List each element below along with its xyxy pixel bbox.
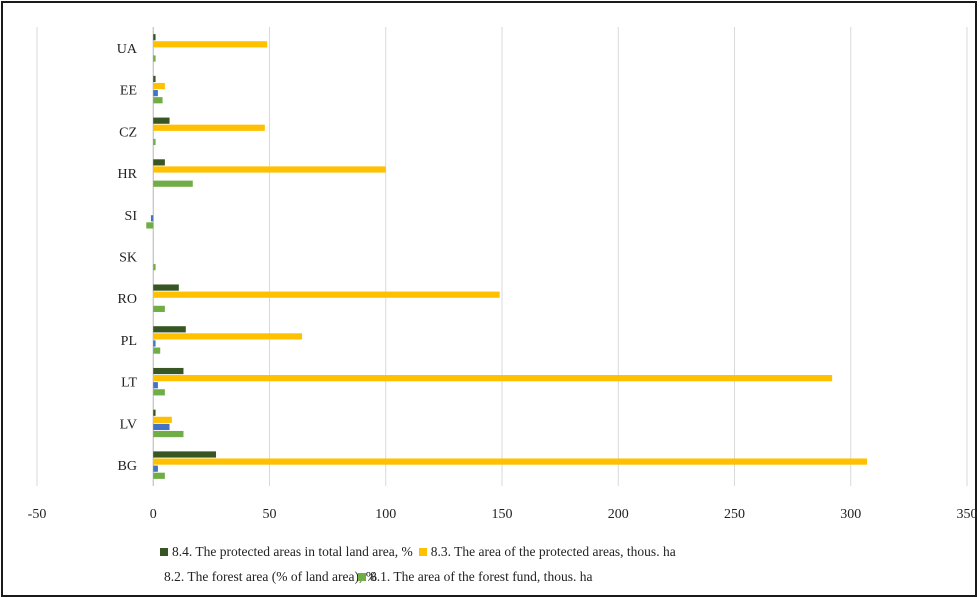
x-tick-label: 200 [608, 507, 629, 522]
bar-ro-series-1 [153, 284, 179, 291]
bar-hr-series-2 [153, 166, 386, 173]
bar-ua-series-2 [153, 41, 268, 48]
category-label: EE [120, 84, 137, 99]
bar-cz-series-4 [153, 138, 156, 146]
legend-label: 8.1. The area of the forest fund, thous.… [370, 569, 593, 584]
x-tick-label: 300 [840, 507, 861, 522]
gridlines [36, 27, 968, 486]
x-tick-label: 250 [724, 507, 745, 522]
x-tick-label: 350 [957, 507, 978, 522]
category-label: SI [125, 209, 138, 224]
bar-ro-series-4 [153, 305, 165, 312]
bar-si-series-3 [150, 215, 154, 222]
legend-label: 8.3. The area of the protected areas, th… [430, 544, 676, 559]
bar-hr-series-1 [153, 159, 165, 166]
category-label: SK [119, 251, 137, 266]
bar-ua-series-4 [153, 55, 156, 62]
bar-bg-series-1 [153, 451, 217, 458]
bar-pl-series-2 [153, 333, 303, 340]
bar-lv-series-2 [153, 416, 172, 423]
legend-label: 8.2. The forest area (% of land area), % [164, 569, 378, 584]
bar-hr-series-4 [153, 180, 193, 187]
bar-lv-series-3 [153, 423, 170, 431]
x-tick-label: -50 [28, 507, 47, 522]
bar-lt-series-3 [153, 382, 158, 389]
bar-ua-series-1 [153, 34, 156, 41]
category-label: RO [118, 292, 137, 307]
bar-si-series-4 [146, 222, 154, 229]
bar-bg-series-3 [153, 465, 158, 472]
bar-ee-series-2 [153, 82, 165, 90]
category-label: CZ [119, 125, 137, 140]
category-label: UA [117, 42, 138, 57]
bar-ee-series-4 [153, 97, 163, 104]
bar-lt-series-1 [153, 367, 184, 375]
x-tick-label: 50 [263, 507, 277, 522]
legend-item-protected-area: 8.3. The area of the protected areas, th… [418, 544, 676, 560]
bar-pl-series-4 [153, 347, 161, 354]
x-tick-label: 100 [375, 507, 396, 522]
x-tick-label: 0 [150, 507, 157, 522]
bar-pl-series-1 [153, 326, 186, 333]
bar-ee-series-3 [153, 90, 158, 97]
category-label: LV [120, 417, 137, 432]
legend-item-protected-share: 8.4. The protected areas in total land a… [160, 544, 413, 560]
bar-ee-series-1 [153, 75, 156, 83]
legend-item-forest-share: 8.2. The forest area (% of land area), % [160, 569, 377, 585]
bar-bg-series-2 [153, 458, 868, 465]
legend-row-1: 8.4. The protected areas in total land a… [160, 544, 682, 560]
legend: 8.4. The protected areas in total land a… [0, 536, 980, 591]
legend-item-forest-fund: 8.1. The area of the forest fund, thous.… [358, 569, 592, 585]
legend-swatch [160, 548, 168, 556]
category-label: BG [118, 459, 137, 474]
legend-swatch [418, 548, 427, 556]
bar-cz-series-2 [153, 124, 265, 131]
category-labels: UA EE CZ HR SI SK RO PL LT LV BG [117, 42, 138, 474]
bar-pl-series-3 [153, 340, 156, 347]
bar-lv-series-1 [153, 409, 156, 416]
bars [146, 34, 868, 479]
bar-sk-series-4 [153, 264, 156, 271]
bar-lv-series-4 [153, 430, 184, 438]
category-label: LT [121, 376, 137, 391]
bar-bg-series-4 [153, 472, 165, 479]
legend-row-2: 8.2. The forest area (% of land area), %… [160, 569, 598, 585]
legend-swatch [358, 573, 366, 581]
x-tick-labels: -50 0 50 100 150 200 250 300 350 [28, 507, 978, 522]
bar-lt-series-4 [153, 389, 165, 396]
bar-ro-series-2 [153, 291, 500, 298]
x-tick-label: 150 [492, 507, 513, 522]
bar-cz-series-1 [153, 117, 170, 124]
legend-label: 8.4. The protected areas in total land a… [172, 544, 413, 559]
bar-chart: UA EE CZ HR SI SK RO PL LT LV BG -50 0 50 100 150 200 25… [28, 27, 978, 522]
category-label: HR [118, 167, 138, 182]
bar-lt-series-2 [153, 375, 833, 382]
category-label: PL [121, 334, 137, 349]
